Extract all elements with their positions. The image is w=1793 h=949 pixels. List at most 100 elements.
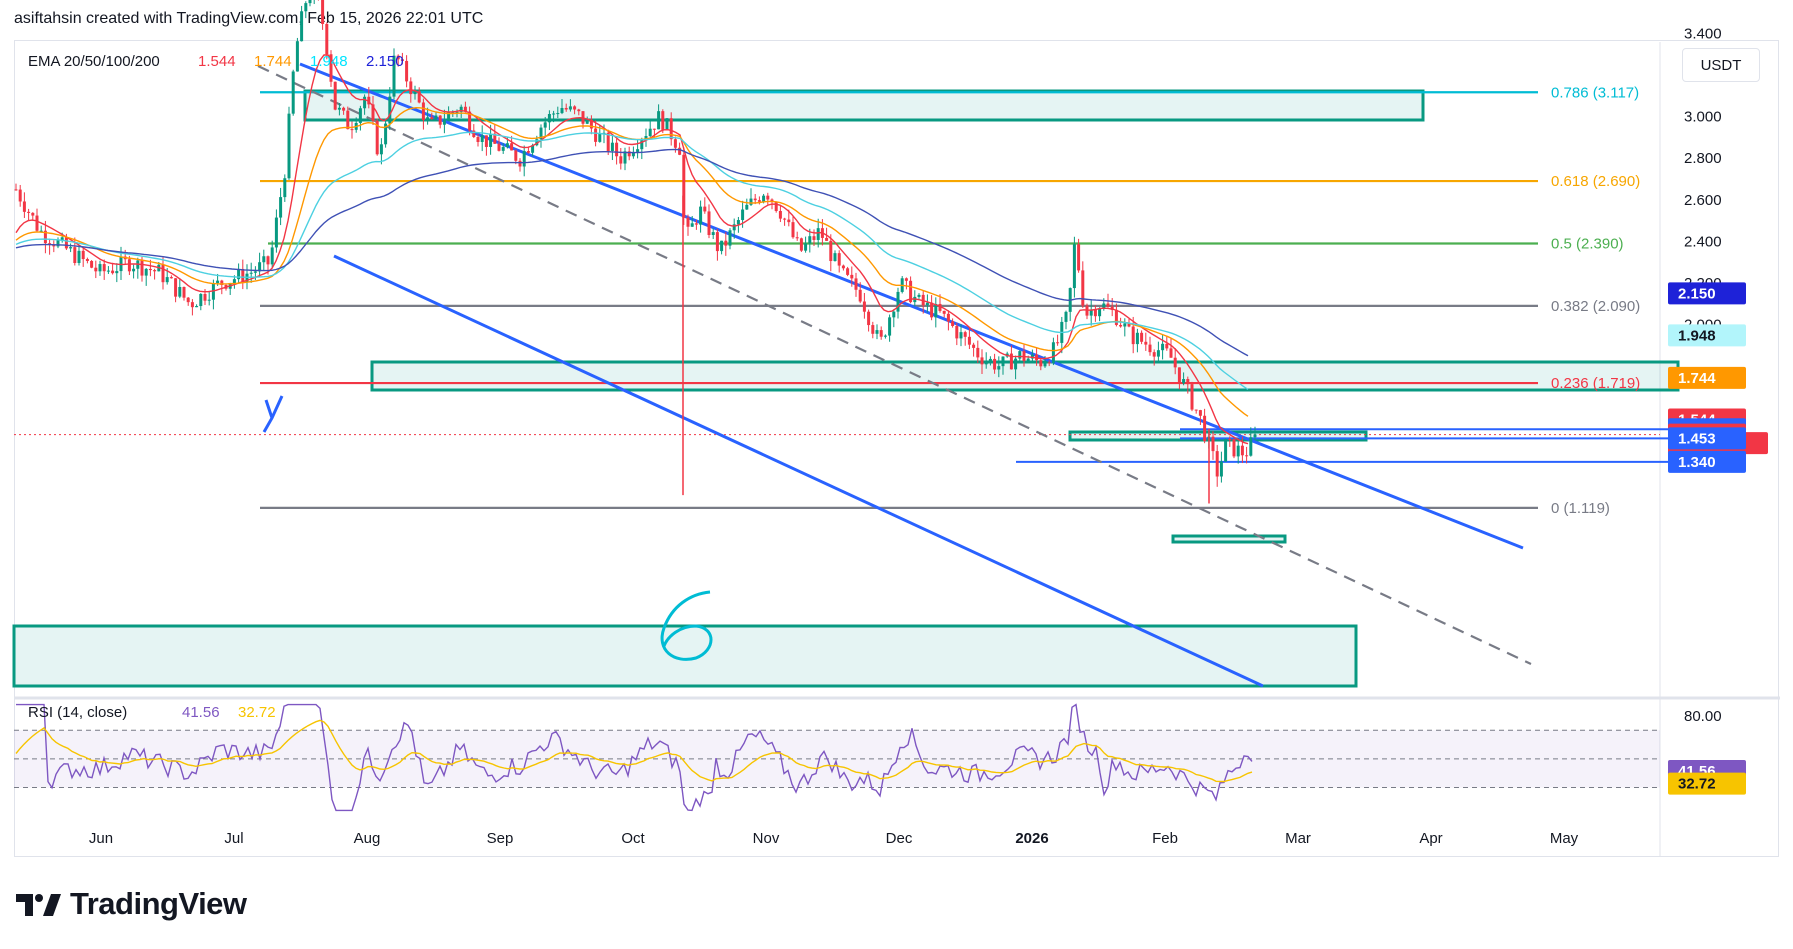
rsi-y-tick-label: 80.00 <box>1684 708 1722 725</box>
candle-body <box>85 259 89 262</box>
candle-body <box>434 115 438 119</box>
candle-body <box>161 264 165 283</box>
candle-body <box>455 111 459 113</box>
candle-body <box>169 277 173 279</box>
candle-body <box>321 0 325 24</box>
candle-body <box>862 301 866 312</box>
fib-label-1: 0.786 (3.117) <box>1551 84 1639 101</box>
rsi-ma-line <box>15 719 1253 783</box>
candle-body <box>291 71 295 114</box>
candle-body <box>665 118 669 130</box>
candle-body <box>963 332 967 337</box>
candle-body <box>14 189 18 191</box>
price-tag-label: 1.453 <box>1678 430 1716 447</box>
candle-body <box>724 240 728 246</box>
candle-body <box>1152 352 1156 357</box>
candle-body <box>640 140 644 150</box>
currency-button[interactable]: USDT <box>1682 48 1760 82</box>
candle-body <box>703 206 707 212</box>
candle-body <box>531 145 535 153</box>
candle-body <box>497 143 501 151</box>
candle-body <box>560 107 564 114</box>
candle-body <box>610 142 614 152</box>
candle-body <box>501 147 505 151</box>
candle-body <box>1156 350 1160 357</box>
candle-body <box>615 142 619 157</box>
candle-body <box>300 11 304 42</box>
candle-body <box>1182 379 1186 384</box>
candle-body <box>350 129 354 131</box>
candle-body <box>39 230 43 232</box>
candle-body <box>694 223 698 225</box>
candle-body <box>220 280 224 286</box>
candle-body <box>132 268 136 272</box>
candle-body <box>115 271 119 274</box>
y-tick-label: 2.800 <box>1684 150 1722 167</box>
candle-body <box>90 261 94 268</box>
channel-upper <box>299 62 1524 550</box>
candle-body <box>430 117 434 119</box>
candle-body <box>636 149 640 152</box>
candle-body <box>1127 323 1131 327</box>
candle-body <box>539 127 543 140</box>
candle-body <box>778 210 782 219</box>
candle-body <box>1186 379 1190 385</box>
candle-body <box>741 209 745 221</box>
candle-body <box>837 253 841 266</box>
mark-6 <box>660 590 713 661</box>
candle-body <box>1198 410 1202 416</box>
candle-body <box>816 228 820 240</box>
candle-body <box>1114 309 1118 325</box>
candle-body <box>951 321 955 327</box>
candle-body <box>812 236 816 240</box>
candle-body <box>195 306 199 308</box>
candle-body <box>1232 439 1236 457</box>
candle-body <box>1009 353 1013 370</box>
candle-body <box>232 279 236 284</box>
price-tag-label: 2.150 <box>1678 285 1716 302</box>
candle-body <box>98 264 102 272</box>
candle-body <box>564 107 568 110</box>
candle-body <box>917 294 921 297</box>
candle-body <box>871 325 875 334</box>
candle-body <box>678 147 682 155</box>
candle-body <box>619 156 623 164</box>
candle-body <box>1064 311 1068 322</box>
candle-body <box>447 111 451 120</box>
candle-body <box>1240 445 1244 456</box>
candle-body <box>879 330 883 337</box>
tradingview-logo-text: TradingView <box>70 886 247 921</box>
candle-body <box>106 270 110 272</box>
candle-body <box>783 218 787 220</box>
price-tag-bg <box>1668 427 1746 450</box>
zone-bottom <box>12 624 1358 688</box>
candle-body <box>883 335 887 337</box>
candle-body <box>346 110 350 130</box>
candle-body <box>379 144 383 155</box>
candle-body <box>846 268 850 275</box>
candle-body <box>888 317 892 336</box>
candle-body <box>64 237 68 249</box>
candle-body <box>543 122 547 128</box>
candle-body <box>442 119 446 125</box>
candle-body <box>984 360 988 365</box>
candle-body <box>325 23 329 55</box>
ema-legend-value: 1.948 <box>310 53 348 70</box>
candle-body <box>720 240 724 252</box>
candle-body <box>577 109 581 112</box>
candle-body <box>791 222 795 238</box>
candle-body <box>955 326 959 339</box>
candle-body <box>850 274 854 279</box>
candle-body <box>552 113 556 115</box>
candle-body <box>363 96 367 109</box>
candle-body <box>77 250 81 263</box>
candle-body <box>1026 358 1030 361</box>
candle-body <box>728 230 732 246</box>
candle-body <box>1228 438 1232 440</box>
candle-body <box>606 132 610 152</box>
candle-body <box>1110 306 1114 310</box>
candle-body <box>342 107 346 111</box>
candle-body <box>993 358 997 370</box>
candle-body <box>787 219 791 223</box>
